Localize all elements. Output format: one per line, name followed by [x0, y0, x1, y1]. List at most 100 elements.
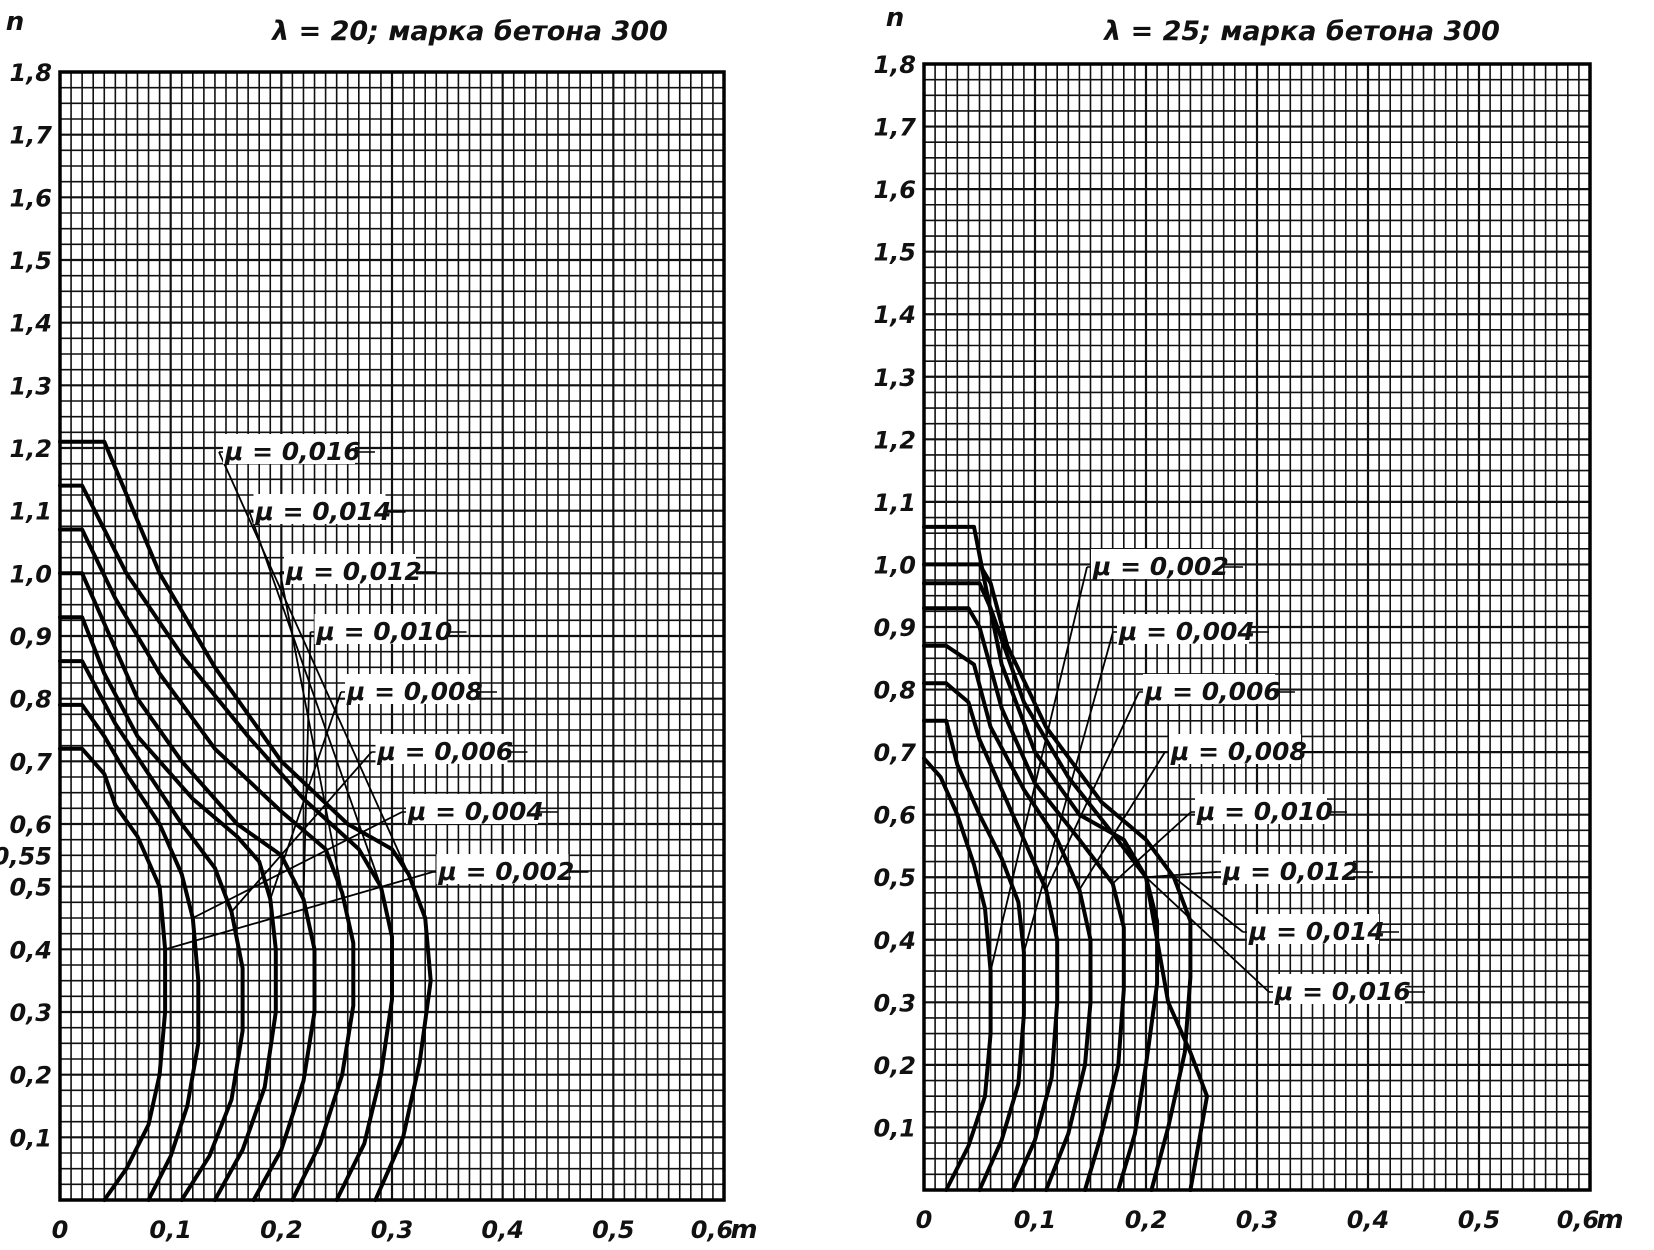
series-label-background	[284, 554, 416, 584]
x-tick-label: 0,5	[1458, 1206, 1501, 1234]
series-leader-line	[1023, 631, 1114, 953]
x-tick-label: 0,6	[691, 1216, 734, 1244]
plot-frame	[58, 70, 726, 1202]
series-line	[58, 615, 278, 1202]
series-line	[58, 527, 356, 1202]
chart-lambda-20: λ = 20; марка бетона 300 n 0,1 0,2 0,3 0,4 0,5…	[0, 7, 758, 1245]
y-tick-label: 0,9	[873, 614, 916, 642]
series-label-background	[1117, 614, 1249, 644]
chart-title: λ = 20; марка бетона 300	[270, 16, 668, 47]
series-line	[922, 562, 1193, 1192]
series-label-background	[223, 434, 355, 464]
y-tick-label: 0,3	[873, 989, 916, 1017]
series-label: μ = 0,010	[1196, 797, 1333, 826]
y-tick-label: 0,8	[873, 677, 916, 705]
y-tick-label: 1,3	[873, 364, 916, 392]
series-label-background	[406, 794, 538, 824]
plot-frame	[922, 62, 1592, 1192]
series-label-background	[314, 614, 447, 644]
series-label: μ = 0,004	[407, 797, 544, 826]
y-tick-label: 1,0	[873, 551, 916, 579]
y-tick-label: 0,6	[9, 811, 52, 839]
y-tick-label: 0,5	[873, 864, 916, 892]
x-tick-label: 0	[52, 1216, 69, 1244]
x-tick-label: 0,5	[592, 1216, 635, 1244]
series-label-background	[1273, 974, 1405, 1004]
series-leader-line	[989, 566, 1088, 972]
x-tick-label: 0,2	[1125, 1206, 1168, 1234]
series-label: μ = 0,008	[346, 677, 483, 706]
series-label-background	[1195, 794, 1327, 824]
series-line	[58, 659, 245, 1202]
y-tick-label: 0,5	[9, 874, 52, 902]
series-label: μ = 0,004	[1118, 617, 1255, 646]
series-label: μ = 0,016	[1274, 977, 1411, 1006]
y-tick-label: 1,6	[9, 184, 52, 212]
series-leader-line	[279, 571, 344, 894]
series-label: μ = 0,012	[1222, 857, 1359, 886]
series-label-background	[1169, 734, 1301, 764]
series-line	[58, 702, 201, 1202]
y-tick-label: 0,8	[9, 686, 52, 714]
y-tick-label: 1,6	[873, 176, 916, 204]
x-tick-label: 0,4	[481, 1216, 524, 1244]
series-label-background	[1247, 914, 1379, 944]
chart-title: λ = 25; марка бетона 300	[1102, 16, 1500, 47]
x-tick-label: 0	[916, 1206, 933, 1234]
series-label-background	[1143, 674, 1275, 704]
y-tick-label: 1,8	[9, 59, 52, 87]
x-tick-label: 0,3	[1236, 1206, 1279, 1234]
y-tick-label: 0,3	[9, 999, 52, 1027]
series-label-background	[436, 854, 569, 884]
y-tick-label: 1,3	[9, 372, 52, 400]
series-label: μ = 0,002	[1092, 552, 1229, 581]
series-label-background	[253, 494, 386, 524]
chart-lambda-25: λ = 25; марка бетона 300 n 0,1 0,2 0,3 0,4 0,5…	[873, 3, 1623, 1235]
series-leader-line	[218, 451, 410, 875]
series-label: μ = 0,014	[255, 497, 392, 526]
series-line	[922, 643, 1093, 1192]
y-tick-label: 0,2	[9, 1062, 52, 1090]
series-line	[922, 606, 1126, 1192]
series-label: μ = 0,008	[1170, 737, 1307, 766]
series-label-background	[1221, 854, 1353, 884]
y-axis-name: n	[6, 7, 25, 37]
series-line	[922, 718, 1026, 1192]
y-tick-label: 0,7	[9, 748, 52, 776]
y-tick-label: 1,1	[873, 489, 916, 517]
y-tick-label: 1,2	[9, 435, 52, 463]
series-line	[922, 756, 993, 1192]
series-label: μ = 0,006	[377, 737, 514, 766]
series-leader-line	[1145, 871, 1218, 879]
series-line	[922, 524, 1209, 1192]
y-tick-label: 0,2	[873, 1052, 916, 1080]
series-label: μ = 0,014	[1248, 917, 1385, 946]
series-label-background	[345, 674, 477, 704]
y-tick-label: 0,1	[9, 1124, 52, 1152]
series-label: μ = 0,012	[285, 557, 422, 586]
x-tick-label: 0,1	[1014, 1206, 1057, 1234]
y-tick-label: 1,5	[9, 247, 52, 275]
grid	[922, 62, 1592, 1192]
x-tick-label: 0,6	[1557, 1206, 1600, 1234]
series-leader-line	[302, 631, 312, 900]
series-leader-line	[248, 511, 382, 887]
series-line	[58, 571, 317, 1202]
y-tick-label: 1,7	[873, 114, 916, 142]
y-tick-label: 1,7	[9, 122, 52, 150]
y-tick-label: 0,1	[873, 1114, 916, 1142]
y-tick-label: 1,4	[873, 301, 916, 329]
y-tick-label: 0,7	[873, 739, 916, 767]
x-tick-label: 0,3	[371, 1216, 414, 1244]
series-label: μ = 0,006	[1144, 677, 1281, 706]
y-tick-label: 0,4	[9, 936, 52, 964]
series-line	[58, 746, 168, 1202]
y-tick-label: 0,9	[9, 623, 52, 651]
x-axis-name: m	[1596, 1205, 1623, 1235]
y-tick-label: 0,55	[0, 842, 52, 870]
y-tick-label: 0,6	[873, 802, 916, 830]
y-tick-label: 0,4	[873, 927, 916, 955]
y-tick-label: 1,2	[873, 426, 916, 454]
series-leader-line	[164, 871, 433, 951]
y-tick-label: 1,8	[873, 51, 916, 79]
